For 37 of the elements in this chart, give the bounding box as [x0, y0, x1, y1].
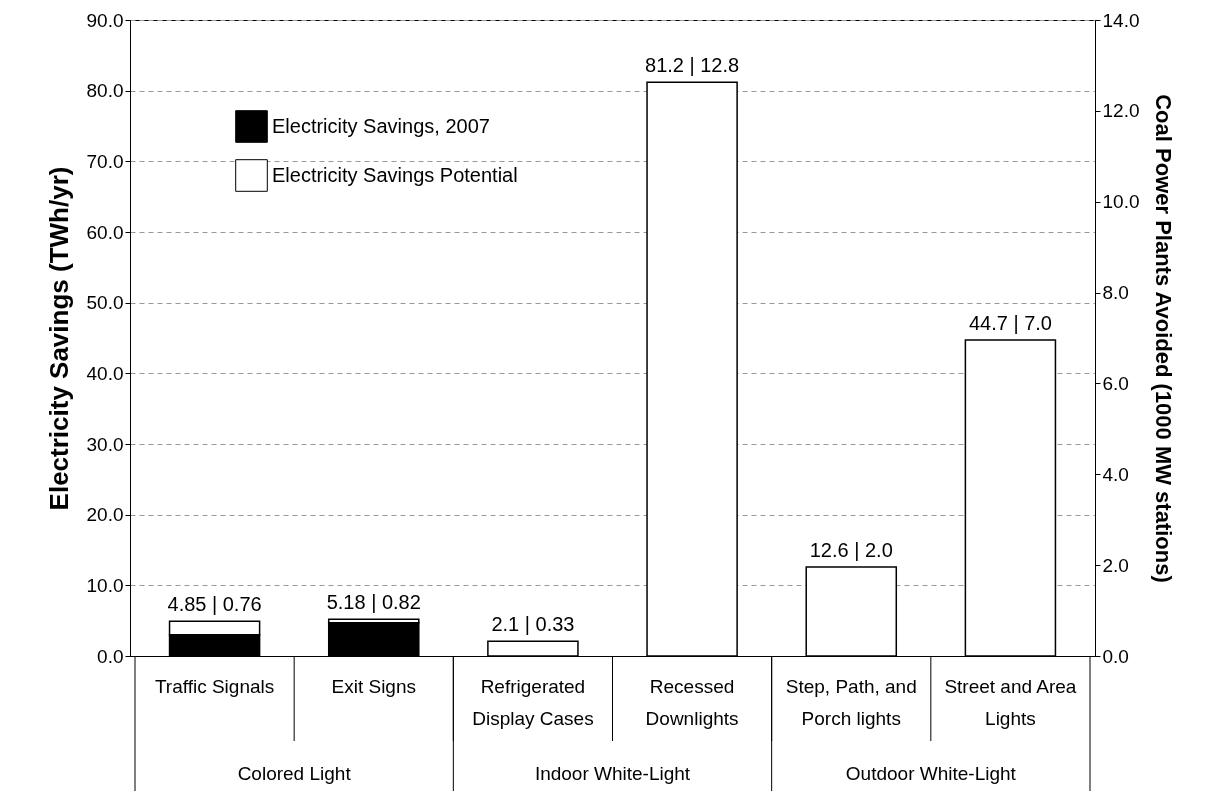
- y-tick-label: 0.0: [97, 645, 124, 667]
- y-tick-label: 60.0: [86, 221, 124, 243]
- text: Colored Light: [237, 763, 352, 784]
- y-axis-title: Electricity Savings (TWh/yr): [43, 166, 74, 511]
- y2-tick-label: 10.0: [1102, 191, 1140, 213]
- y-tick-label: 70.0: [86, 150, 124, 172]
- y2-axis-title: Coal Power Plants Avoided (1000 MW stations): [1151, 94, 1177, 583]
- y-tick-label: 50.0: [86, 292, 124, 314]
- y2-tick-label: 12.0: [1102, 100, 1140, 122]
- x-tick-label: Recessed Downlights: [645, 676, 739, 729]
- total-label: 5.18 | 0.82: [326, 591, 421, 614]
- y-tick-label: 40.0: [86, 362, 124, 384]
- y-tick-label: 90.0: [86, 9, 124, 31]
- x-tick-label: Exit Signs: [331, 676, 416, 697]
- y2-tick-label: 6.0: [1102, 372, 1129, 394]
- total-label: 81.2 | 12.8: [645, 54, 740, 77]
- text: Outdoor White-Light: [845, 763, 1017, 784]
- y-tick-label: 20.0: [86, 504, 124, 526]
- text: Indoor White-Light: [534, 763, 691, 784]
- x-tick-label: Traffic Signals: [154, 676, 275, 697]
- total-label: 44.7 | 7.0: [968, 312, 1052, 335]
- y2-tick-label: 4.0: [1102, 463, 1129, 485]
- total-label: 12.6 | 2.0: [809, 538, 893, 561]
- legend-label: Electricity Savings, 2007: [272, 114, 490, 137]
- legend-label: Electricity Savings Potential: [272, 163, 518, 186]
- y2-tick-label: 2.0: [1102, 554, 1129, 576]
- total-label: 4.85 | 0.76: [167, 593, 262, 616]
- y-tick-label: 30.0: [86, 433, 124, 455]
- y-tick-label: 10.0: [86, 574, 124, 596]
- x-tick-label: Street and Area Lights: [944, 676, 1077, 729]
- y2-tick-label: 8.0: [1102, 282, 1129, 304]
- y2-tick-label: 0.0: [1102, 645, 1129, 667]
- x-tick-label: Refrigerated Display Cases: [472, 676, 594, 729]
- total-label: 2.1 | 0.33: [491, 613, 575, 636]
- y2-tick-label: 14.0: [1102, 9, 1140, 31]
- x-tick-label: Step, Path, and Porch lights: [785, 676, 917, 729]
- y-tick-label: 80.0: [86, 80, 124, 102]
